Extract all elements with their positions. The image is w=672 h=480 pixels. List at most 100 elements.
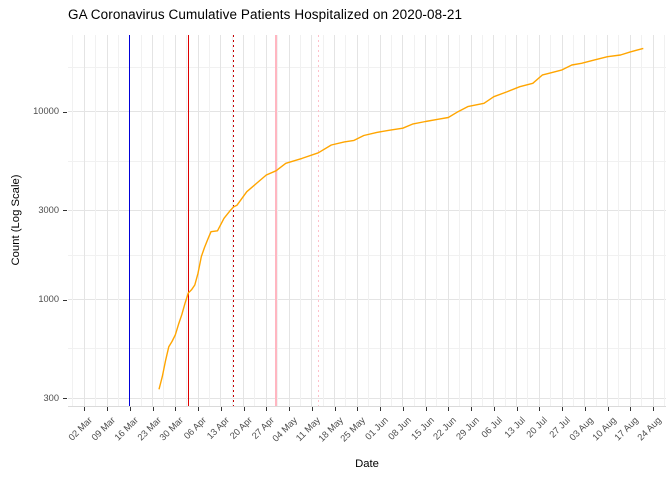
refline-red	[187, 35, 189, 406]
x-tick-mark	[471, 407, 472, 411]
x-tick-mark	[84, 407, 86, 411]
x-tick-mark	[402, 407, 404, 411]
x-tick-mark	[516, 407, 518, 411]
x-tick-label: 23 Mar	[135, 415, 163, 443]
gridline-x-minor	[322, 35, 324, 406]
gridline-y-major	[68, 299, 666, 301]
x-tick-mark	[175, 407, 177, 411]
gridline-x-minor	[345, 35, 347, 406]
y-tick-mark	[63, 111, 67, 113]
x-tick-label: 09 Mar	[89, 415, 118, 443]
x-tick-label: 06 Jul	[479, 415, 504, 440]
gridline-x-major	[197, 35, 199, 406]
gridline-x-major	[425, 35, 426, 406]
gridline-x-major	[379, 35, 381, 406]
gridline-x-minor	[368, 35, 370, 406]
y-tick-label: 3000	[38, 204, 59, 215]
y-tick-label: 300	[43, 392, 59, 403]
gridline-x-major	[607, 35, 608, 406]
gridline-y-minor	[68, 66, 666, 68]
x-tick-label: 24 Aug	[635, 415, 664, 443]
gridline-x-major	[470, 35, 472, 406]
gridline-x-major	[629, 35, 631, 406]
x-tick-mark	[607, 407, 609, 411]
gridline-x-minor	[481, 35, 483, 406]
chart-title: GA Coronavirus Cumulative Patients Hospi…	[68, 7, 463, 22]
x-tick-label: 16 Mar	[112, 415, 140, 443]
gridline-x-minor	[117, 35, 119, 406]
gridline-x-minor	[208, 35, 210, 406]
gridline-x-major	[334, 35, 335, 406]
gridline-x-minor	[550, 35, 552, 406]
y-tick-mark	[63, 299, 67, 301]
x-tick-mark	[380, 407, 381, 411]
x-tick-label: 06 Apr	[181, 415, 209, 442]
gridline-x-minor	[641, 35, 643, 406]
x-tick-mark	[107, 407, 108, 411]
y-tick-mark	[63, 210, 67, 212]
x-tick-mark	[357, 407, 359, 411]
gridline-x-major	[311, 35, 313, 406]
gridline-x-major	[402, 35, 404, 406]
x-tick-label: 01 Jun	[363, 415, 391, 442]
x-tick-label: 30 Mar	[157, 415, 186, 443]
gridline-x-major	[83, 35, 85, 406]
gridline-x-minor	[572, 35, 574, 406]
gridline-y-minor	[68, 160, 666, 162]
x-tick-mark	[220, 407, 222, 411]
gridline-x-minor	[527, 35, 529, 406]
gridline-x-minor	[140, 35, 142, 406]
gridline-y-major	[68, 209, 666, 211]
gridline-x-minor	[663, 35, 665, 406]
x-tick-label: 08 Jun	[386, 415, 413, 442]
gridline-x-major	[652, 35, 654, 406]
x-tick-label: 02 Mar	[66, 415, 95, 443]
x-tick-label: 17 Aug	[612, 415, 641, 443]
x-tick-label: 04 May	[270, 415, 300, 444]
gridline-x-major	[516, 35, 517, 406]
gridline-x-major	[584, 35, 586, 406]
y-tick-label: 10000	[33, 106, 59, 117]
gridline-x-minor	[504, 35, 506, 406]
gridline-x-major	[106, 35, 108, 406]
y-axis-title: Count (Log Scale)	[10, 174, 22, 266]
x-tick-label: 03 Aug	[567, 415, 595, 443]
refline-pink-dotted	[317, 35, 319, 406]
x-tick-mark	[448, 407, 450, 411]
gridline-x-minor	[413, 35, 415, 406]
y-tick-mark	[63, 398, 67, 399]
x-tick-mark	[584, 407, 586, 411]
x-tick-label: 13 Apr	[204, 415, 231, 442]
x-tick-mark	[653, 407, 654, 411]
x-tick-mark	[243, 407, 245, 411]
gridline-x-minor	[618, 35, 620, 406]
x-tick-mark	[289, 407, 290, 411]
refline-pink	[275, 35, 277, 406]
y-tick-label: 1000	[38, 294, 59, 305]
x-tick-mark	[493, 407, 495, 411]
x-tick-label: 20 Apr	[227, 415, 254, 442]
gridline-x-major	[265, 35, 267, 406]
gridline-y-minor	[68, 254, 666, 256]
x-tick-label: 20 Jul	[524, 415, 550, 440]
gridline-x-minor	[459, 35, 461, 406]
refline-red-dotted	[233, 35, 235, 406]
x-tick-label: 29 Jun	[454, 415, 482, 442]
gridline-x-major	[538, 35, 540, 406]
gridline-x-minor	[254, 35, 256, 406]
gridline-x-major	[220, 35, 222, 406]
gridline-x-major	[447, 35, 449, 406]
x-tick-mark	[562, 407, 563, 411]
x-tick-mark	[311, 407, 313, 411]
gridline-x-major	[356, 35, 358, 406]
x-tick-mark	[152, 407, 154, 411]
x-tick-mark	[129, 407, 131, 411]
x-tick-mark	[539, 407, 541, 411]
x-tick-label: 22 Jun	[431, 415, 459, 442]
gridline-x-minor	[163, 35, 165, 406]
gridline-x-minor	[95, 35, 97, 406]
gridline-y-major	[68, 397, 666, 399]
x-tick-mark	[425, 407, 427, 411]
x-tick-label: 10 Aug	[590, 415, 618, 443]
